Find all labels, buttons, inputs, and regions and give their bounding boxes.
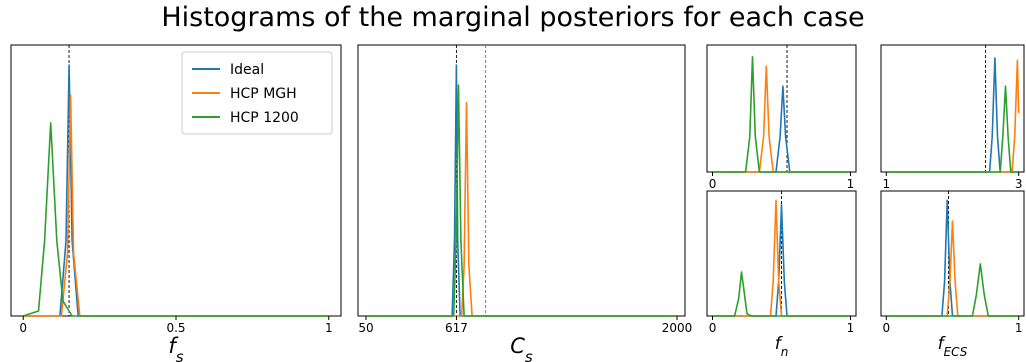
x-tick-label: 50 [358, 321, 373, 335]
chart-p2: 01p2 [706, 44, 857, 215]
legend-label: HCP 1200 [230, 110, 299, 126]
chart-dn: 13Dn∥ [880, 44, 1025, 215]
axes-frame [357, 44, 686, 317]
axes-frame [880, 44, 1025, 173]
x-tick-label: 1 [847, 321, 855, 335]
x-axis-label: Cs [510, 334, 533, 362]
x-tick-label: 0.5 [166, 321, 185, 335]
x-tick-label: 3 [1015, 177, 1023, 191]
chart-fecs: 0 1 fECS [880, 190, 1025, 359]
series-hcp-1200 [712, 55, 851, 173]
x-tick-label: 1 [847, 177, 855, 191]
series-hcp-1200 [366, 84, 677, 317]
x-tick-label: 0 [882, 321, 890, 335]
x-tick-label: 2000 [662, 321, 693, 335]
legend-label: HCP MGH [230, 86, 297, 102]
legend-label: Ideal [230, 62, 264, 78]
chart-cs: 50 617 2000 Cs [357, 44, 693, 362]
legend: Ideal HCP MGH HCP 1200 [181, 51, 333, 135]
x-axis-label: fn [775, 334, 789, 359]
figure-title: Histograms of the marginal posteriors fo… [161, 2, 865, 33]
series-hcp-1200 [886, 263, 1019, 317]
x-tick-label: 0 [709, 177, 717, 191]
series-hcp-1200 [22, 122, 329, 317]
x-tick-label: 1 [1015, 321, 1023, 335]
x-tick-label: 1 [882, 177, 890, 191]
legend-box [181, 51, 333, 135]
series-hcp-1200 [886, 85, 1019, 173]
x-axis-label: fs [168, 334, 183, 362]
x-axis-label: fECS [938, 334, 968, 359]
chart-fn: 0 1 fn [706, 190, 857, 359]
x-tick-label: 0 [709, 321, 717, 335]
x-tick-label: 1 [325, 321, 333, 335]
series-hcp-1200 [712, 271, 851, 317]
axes-frame [880, 190, 1025, 317]
x-tick-label: 0 [19, 321, 27, 335]
chart-fs: 0 0.5 1 fs Ideal HCP MGH HCP 1200 [10, 44, 342, 362]
x-tick-label: 617 [445, 321, 468, 335]
